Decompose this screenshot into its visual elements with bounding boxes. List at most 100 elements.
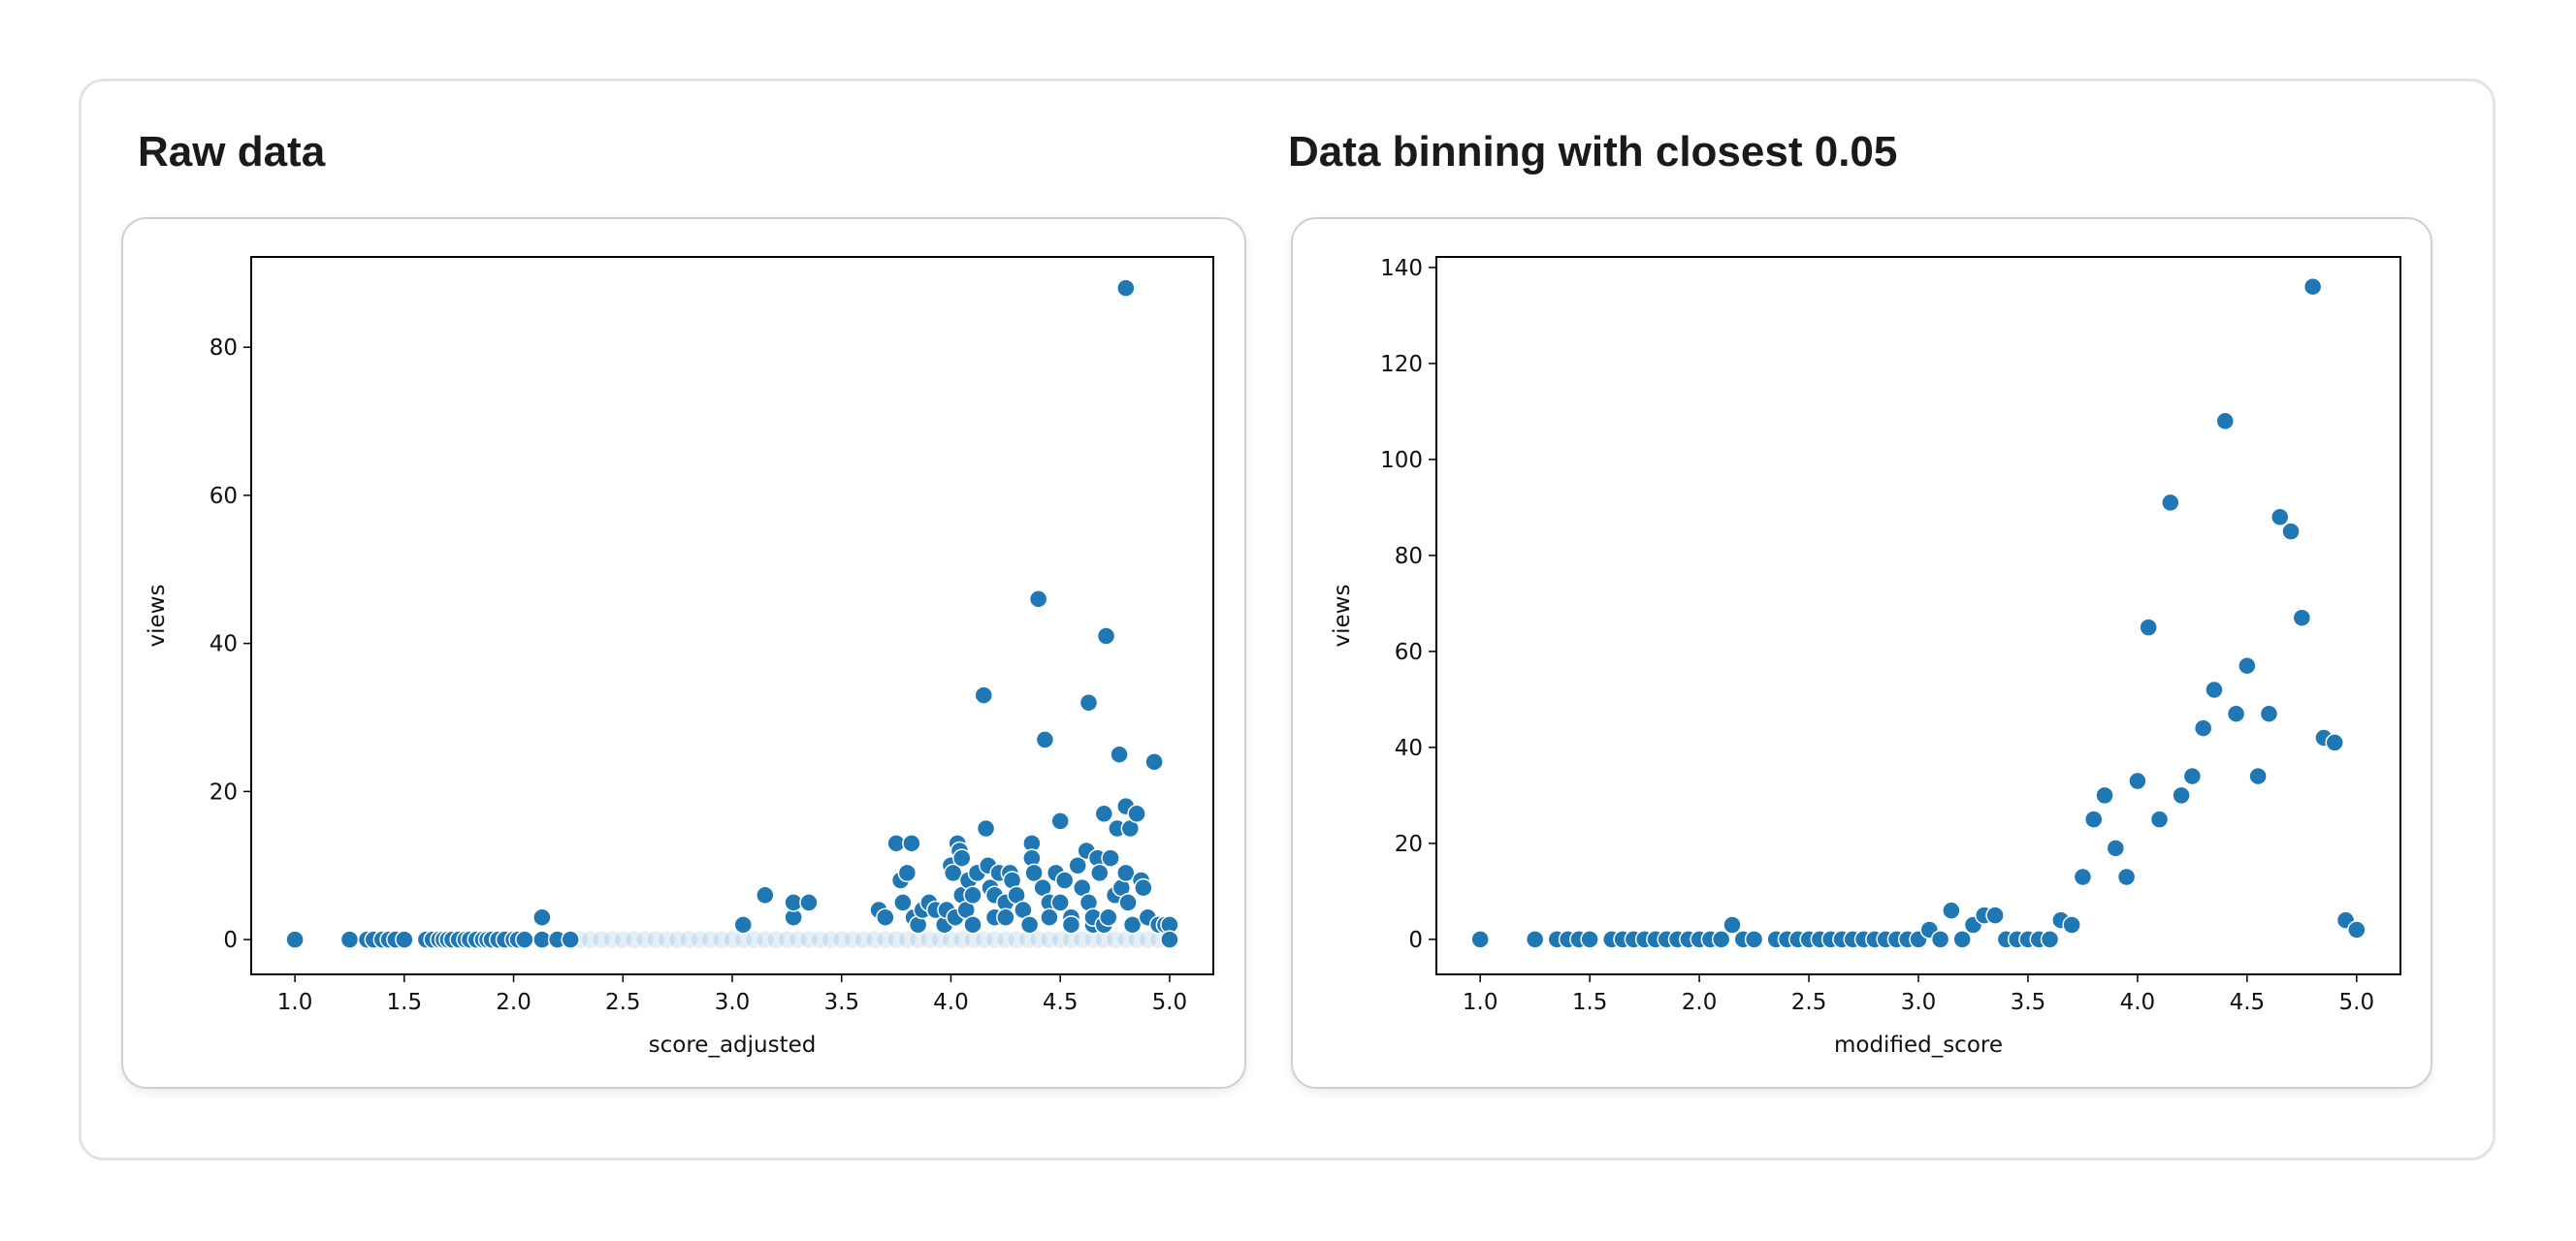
x-tick-label: 2.0 [496, 990, 531, 1015]
raw-data-title: Raw data [138, 128, 326, 175]
figure-container [79, 79, 2496, 1161]
x-tick-label: 2.5 [605, 990, 641, 1015]
data-point [733, 915, 754, 935]
x-tick-label: 2.5 [1791, 990, 1827, 1015]
data-point [1942, 901, 1961, 920]
x-tick-label: 1.0 [277, 990, 313, 1015]
data-point [1068, 855, 1087, 875]
data-point [2238, 655, 2257, 676]
y-tick-label: 60 [209, 484, 238, 509]
data-point [2215, 411, 2236, 431]
faint-overlap-point [821, 930, 841, 949]
data-point [1711, 930, 1731, 949]
data-point [1525, 930, 1545, 949]
raw-data-scatter-plot: 1.0 1.5 2.0 2.5 3.0 3.5 4.0 4.5 5.0 0 20 40 60 80 scor… [145, 256, 1214, 1058]
data-point [285, 930, 305, 949]
binned-data-title: Data binning with closest 0.05 [1288, 128, 1898, 175]
data-point [799, 893, 819, 912]
data-point [2325, 733, 2344, 752]
data-point [1116, 863, 1136, 883]
faint-overlap-point [876, 930, 895, 949]
data-point [2270, 507, 2290, 527]
data-point [2062, 915, 2081, 935]
data-point [2205, 680, 2224, 700]
faint-overlap-point [690, 930, 709, 949]
data-point [2040, 930, 2060, 949]
data-point [2095, 785, 2114, 806]
x-tick-label: 3.5 [2011, 990, 2046, 1015]
data-point [1090, 863, 1110, 883]
x-tick-label: 1.5 [1572, 990, 1608, 1015]
data-point [876, 907, 895, 927]
y-axis-label: views [1330, 585, 1355, 648]
y-tick-label: 40 [209, 632, 238, 657]
binned-data-scatter-plot: 1.0 1.5 2.0 2.5 3.0 3.5 4.0 4.5 5.0 0 20 40 60 80 100 1… [1330, 256, 2401, 1058]
data-point [2292, 608, 2312, 627]
faint-overlap-point [711, 930, 731, 949]
faint-overlap-point [1007, 930, 1026, 949]
data-point [395, 930, 414, 949]
x-tick-label: 3.0 [1901, 990, 1937, 1015]
y-tick-label: 0 [223, 928, 238, 953]
data-point [756, 885, 775, 906]
data-point [2106, 839, 2126, 858]
x-tick-label: 1.0 [1463, 990, 1498, 1015]
y-tick-label: 80 [1395, 544, 1423, 569]
faint-overlap-point [897, 930, 918, 949]
faint-overlap-point [1105, 930, 1125, 949]
y-tick-label: 20 [1395, 832, 1423, 857]
x-tick-label: 4.0 [933, 990, 969, 1015]
x-axis-label: modified_score [1834, 1033, 2003, 1058]
faint-overlap-point [580, 930, 600, 949]
y-tick-label: 80 [209, 335, 238, 361]
data-point [1040, 907, 1059, 927]
faint-overlap-point [853, 930, 874, 949]
data-point [1054, 871, 1075, 890]
data-point [2302, 276, 2323, 297]
data-point [1101, 848, 1120, 868]
data-point [515, 930, 534, 949]
faint-overlap-point [1138, 930, 1158, 949]
data-point [1580, 930, 1599, 949]
x-tick-label: 1.5 [387, 990, 423, 1015]
data-point [1050, 811, 1070, 831]
faint-overlap-point [700, 930, 721, 949]
faint-overlap-point [723, 930, 742, 949]
faint-overlap-point [996, 930, 1015, 949]
y-tick-label: 120 [1380, 352, 1423, 377]
faint-overlap-point [744, 930, 764, 949]
data-point [1096, 626, 1116, 646]
data-point [893, 893, 913, 912]
data-point [2128, 771, 2147, 791]
data-point [2073, 867, 2093, 887]
data-point [1744, 930, 1764, 949]
data-point [2116, 867, 2137, 887]
x-tick-label: 4.5 [2230, 990, 2266, 1015]
faint-overlap-point [951, 930, 972, 949]
data-point [1930, 930, 1950, 949]
data-point [1118, 893, 1138, 912]
data-point [1470, 930, 1490, 949]
data-point [2259, 704, 2279, 723]
data-point [1079, 692, 1099, 713]
data-point [1134, 877, 1153, 898]
faint-overlap-point [1028, 930, 1048, 949]
y-tick-label: 60 [1395, 640, 1423, 665]
data-point [1094, 804, 1114, 824]
y-tick-label: 0 [1408, 928, 1423, 953]
faint-overlap-point [919, 930, 939, 949]
raw-data-chart-card: 1.0 1.5 2.0 2.5 3.0 3.5 4.0 4.5 5.0 0 20 40 60 80 scor… [121, 217, 1246, 1089]
data-point [1723, 915, 1742, 935]
data-point [1019, 915, 1040, 935]
x-tick-label: 5.0 [1152, 990, 1188, 1015]
data-point [1028, 589, 1048, 609]
x-tick-label: 3.5 [823, 990, 859, 1015]
x-tick-label: 4.0 [2120, 990, 2156, 1015]
data-point [1122, 915, 1143, 935]
faint-overlap-point [613, 930, 633, 949]
faint-overlap-point [799, 930, 819, 949]
x-tick-label: 5.0 [2339, 990, 2375, 1015]
x-tick-label: 3.0 [715, 990, 751, 1015]
data-point [1116, 278, 1136, 298]
data-point [963, 885, 982, 906]
